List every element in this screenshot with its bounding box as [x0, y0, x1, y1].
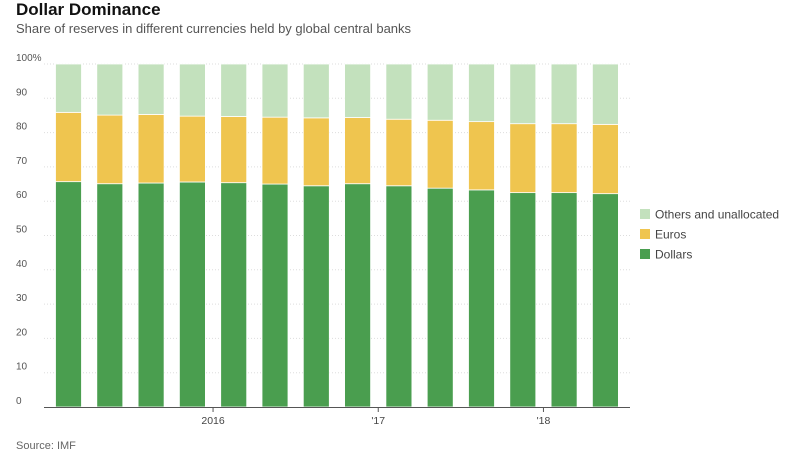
bar-others-and-unallocated-3 — [178, 63, 206, 117]
bar-others-and-unallocated-9 — [426, 63, 454, 121]
bar-euros-11 — [509, 123, 537, 194]
y-tick-label: 80 — [16, 122, 28, 133]
legend-swatch — [640, 229, 650, 239]
bar-euros-1 — [96, 114, 124, 185]
bar-euros-4 — [220, 116, 248, 184]
bar-others-and-unallocated-7 — [344, 63, 372, 118]
bar-dollars-5 — [261, 183, 289, 408]
x-tick-label: '17 — [371, 415, 385, 427]
bar-euros-9 — [426, 119, 454, 189]
bar-dollars-10 — [468, 189, 495, 408]
y-tick-label: 0 — [16, 396, 22, 407]
bar-others-and-unallocated-0 — [55, 63, 82, 113]
bar-others-and-unallocated-11 — [509, 63, 537, 125]
bar-others-and-unallocated-10 — [468, 63, 495, 123]
bar-euros-13 — [592, 123, 619, 195]
bar-dollars-3 — [178, 181, 206, 408]
bar-dollars-6 — [302, 185, 330, 408]
bar-euros-7 — [344, 117, 372, 185]
bar-others-and-unallocated-1 — [96, 63, 124, 116]
x-tick-label: 2016 — [201, 415, 225, 427]
bar-dollars-0 — [55, 181, 82, 408]
legend-label: Dollars — [655, 248, 692, 262]
y-tick-label: 20 — [16, 327, 28, 338]
bar-euros-10 — [468, 121, 495, 191]
bar-euros-3 — [178, 115, 206, 183]
bar-others-and-unallocated-8 — [385, 63, 413, 120]
bar-euros-12 — [550, 123, 578, 194]
legend-swatch — [640, 209, 650, 219]
chart-title: Dollar Dominance — [16, 0, 161, 19]
bar-euros-5 — [261, 116, 289, 185]
bar-others-and-unallocated-12 — [550, 63, 578, 125]
bar-euros-8 — [385, 118, 413, 187]
legend: Others and unallocated Euros Dollars — [640, 208, 779, 262]
y-tick-label: 90 — [16, 87, 28, 98]
legend-swatch — [640, 249, 650, 259]
source-note: Source: IMF — [16, 440, 76, 452]
legend-label: Others and unallocated — [655, 208, 779, 222]
bar-dollars-7 — [344, 183, 372, 408]
bar-euros-6 — [302, 117, 330, 187]
y-tick-label: 70 — [16, 156, 28, 167]
legend-label: Euros — [655, 228, 686, 242]
bar-others-and-unallocated-4 — [220, 63, 248, 117]
bar-others-and-unallocated-2 — [137, 63, 165, 115]
y-tick-label: 40 — [16, 259, 28, 270]
bar-dollars-8 — [385, 185, 413, 408]
bar-dollars-4 — [220, 182, 248, 408]
bar-dollars-1 — [96, 183, 124, 408]
y-tick-label: 30 — [16, 293, 28, 304]
y-tick-label: 100% — [16, 53, 42, 64]
y-tick-label: 10 — [16, 362, 28, 373]
bar-euros-2 — [137, 114, 165, 184]
bar-dollars-13 — [592, 193, 619, 408]
bar-others-and-unallocated-13 — [592, 63, 619, 125]
x-tick-label: '18 — [537, 415, 551, 427]
bar-dollars-12 — [550, 192, 578, 408]
bar-dollars-2 — [137, 182, 165, 408]
bar-others-and-unallocated-6 — [302, 63, 330, 119]
gridlines — [44, 63, 630, 374]
bars — [55, 63, 619, 408]
y-axis: 100% 90 80 70 60 50 40 30 20 10 0 — [16, 53, 42, 407]
y-tick-label: 50 — [16, 225, 28, 236]
bar-others-and-unallocated-5 — [261, 63, 289, 118]
bar-dollars-9 — [426, 187, 454, 408]
x-axis: 2016 '17 '18 — [44, 407, 630, 427]
bar-euros-0 — [55, 111, 82, 183]
bar-dollars-11 — [509, 192, 537, 408]
y-tick-label: 60 — [16, 190, 28, 201]
chart-subtitle: Share of reserves in different currencie… — [16, 21, 412, 36]
